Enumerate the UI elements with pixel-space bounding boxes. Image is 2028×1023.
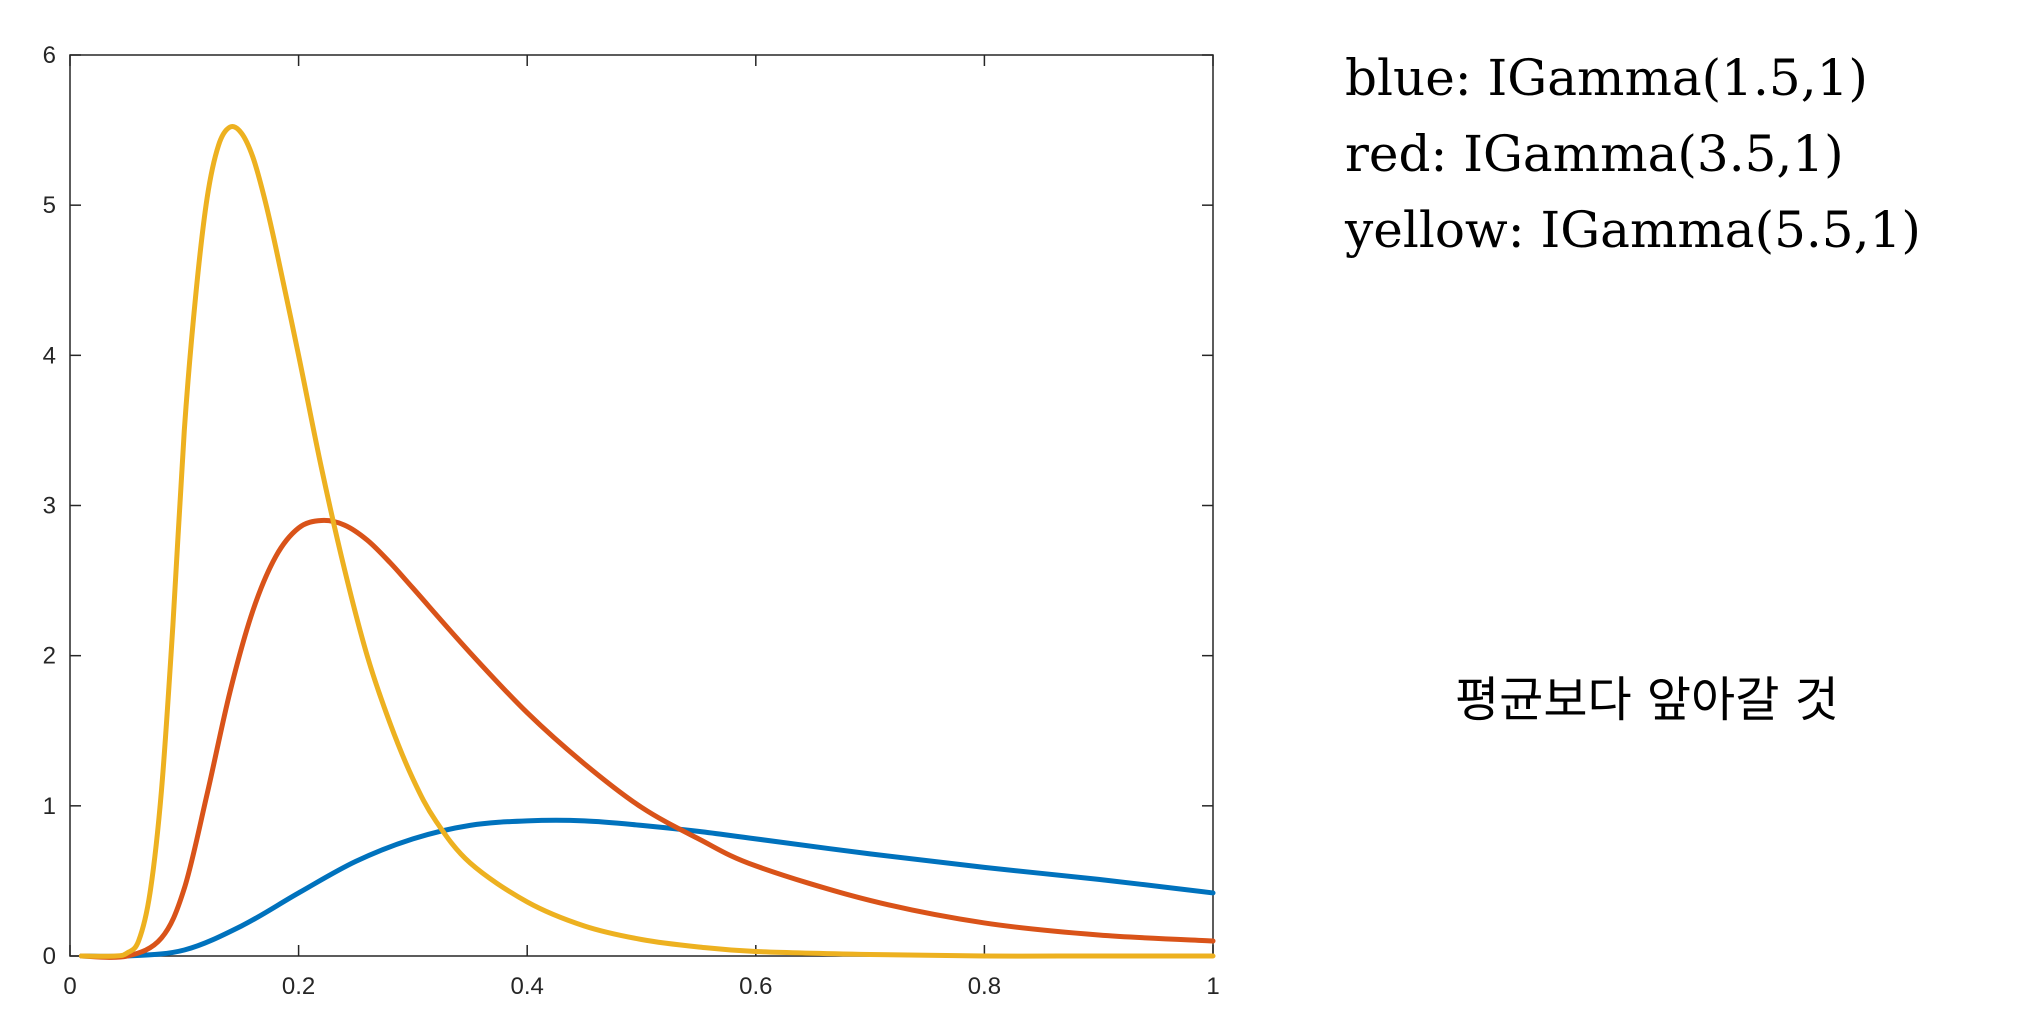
x-tick-label: 0 bbox=[63, 973, 76, 1000]
y-tick-label: 5 bbox=[43, 192, 56, 219]
x-tick-label: 1 bbox=[1206, 973, 1219, 1000]
y-tick-label: 4 bbox=[43, 342, 56, 369]
chart: 0 0.2 0.4 0.6 0.8 1 0 1 2 3 4 5 6 bbox=[43, 42, 1220, 1000]
y-tick-label: 6 bbox=[43, 42, 56, 69]
x-tick-label: 0.2 bbox=[282, 973, 315, 1000]
axes-box bbox=[69, 54, 1214, 957]
series-line-yellow bbox=[78, 123, 1216, 959]
x-tick-label: 0.4 bbox=[511, 973, 544, 1000]
legend-entry-blue: blue: IGamma(1.5,1) bbox=[1345, 49, 1868, 107]
x-tick-label: 0.6 bbox=[739, 973, 772, 1000]
legend-annotation: blue: IGamma(1.5,1) red: IGamma(3.5,1) y… bbox=[1345, 40, 1921, 268]
series-line-blue bbox=[78, 817, 1216, 959]
legend-entry-red: red: IGamma(3.5,1) bbox=[1345, 125, 1844, 183]
legend-entry-yellow: yellow: IGamma(5.5,1) bbox=[1345, 201, 1921, 259]
y-tick-label: 1 bbox=[43, 793, 56, 820]
x-tick-label: 0.8 bbox=[968, 973, 1001, 1000]
series-line-red bbox=[78, 517, 1216, 960]
handwritten-note: 평균보다 앞아갈 것 bbox=[1455, 672, 1839, 728]
y-tick-label: 0 bbox=[43, 943, 56, 970]
plot-area: 0 0.2 0.4 0.6 0.8 1 0 1 2 3 4 5 6 bbox=[43, 42, 1220, 1000]
y-tick-label: 2 bbox=[43, 643, 56, 670]
y-tick-label: 3 bbox=[43, 493, 56, 520]
